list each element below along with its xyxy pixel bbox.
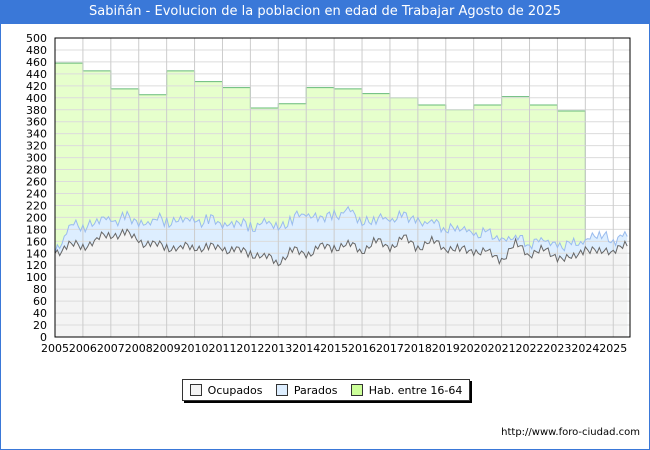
x-tick-label: 2007 <box>97 342 125 355</box>
y-tick-label: 0 <box>40 331 47 344</box>
y-tick-label: 500 <box>26 32 47 45</box>
ocupados-line <box>54 228 628 267</box>
parados-line <box>54 205 628 254</box>
y-tick-label: 100 <box>26 271 47 284</box>
y-tick-label: 440 <box>26 68 47 81</box>
legend-swatch-parados <box>275 384 288 396</box>
y-tick-label: 280 <box>26 164 47 177</box>
y-tick-label: 140 <box>26 247 47 260</box>
legend: Ocupados Parados Hab. entre 16-64 <box>182 379 470 401</box>
y-tick-label: 400 <box>26 92 47 105</box>
x-tick-label: 2006 <box>69 342 97 355</box>
x-tick-label: 2011 <box>208 342 236 355</box>
x-tick-label: 2020 <box>460 342 488 355</box>
y-tick-label: 300 <box>26 152 47 165</box>
x-tick-label: 2019 <box>432 342 460 355</box>
y-tick-label: 220 <box>26 199 47 212</box>
legend-swatch-hab <box>350 384 363 396</box>
legend-label: Hab. entre 16-64 <box>368 383 463 397</box>
y-tick-label: 120 <box>26 259 47 272</box>
x-tick-label: 2014 <box>292 342 320 355</box>
x-tick-label: 2013 <box>264 342 292 355</box>
y-tick-label: 60 <box>33 295 47 308</box>
y-tick-label: 460 <box>26 56 47 69</box>
y-tick-label: 360 <box>26 116 47 129</box>
x-tick-label: 2024 <box>571 342 599 355</box>
y-tick-label: 80 <box>33 283 47 296</box>
ocupados-area <box>55 229 628 337</box>
y-tick-label: 20 <box>33 319 47 332</box>
y-tick-label: 200 <box>26 211 47 224</box>
x-tick-label: 2023 <box>543 342 571 355</box>
legend-swatch-ocupados <box>189 384 202 396</box>
legend-label: Parados <box>293 383 338 397</box>
x-tick-label: 2015 <box>320 342 348 355</box>
x-tick-label: 2012 <box>236 342 264 355</box>
y-tick-label: 380 <box>26 104 47 117</box>
y-tick-label: 160 <box>26 235 47 248</box>
legend-ocupados: Ocupados <box>189 383 263 397</box>
legend-label: Ocupados <box>207 383 263 397</box>
x-tick-label: 2016 <box>348 342 376 355</box>
y-tick-label: 420 <box>26 80 47 93</box>
y-tick-label: 480 <box>26 44 47 57</box>
legend-parados: Parados <box>275 383 338 397</box>
y-tick-label: 40 <box>33 307 47 320</box>
x-tick-label: 2009 <box>153 342 181 355</box>
x-tick-label: 2022 <box>516 342 544 355</box>
chart: 0204060801001201401601802002202402602803… <box>26 32 631 355</box>
source-url[interactable]: http://www.foro-ciudad.com <box>501 427 640 438</box>
y-tick-label: 180 <box>26 223 47 236</box>
x-tick-label: 2025 <box>599 342 627 355</box>
y-tick-label: 240 <box>26 187 47 200</box>
y-tick-label: 260 <box>26 176 47 189</box>
legend-hab: Hab. entre 16-64 <box>350 383 463 397</box>
x-tick-label: 2005 <box>41 342 69 355</box>
chart-title: Sabiñán - Evolucion de la poblacion en e… <box>0 0 650 24</box>
y-tick-label: 320 <box>26 140 47 153</box>
x-tick-label: 2017 <box>376 342 404 355</box>
plot-border <box>54 37 631 338</box>
x-tick-label: 2010 <box>181 342 209 355</box>
x-tick-label: 2008 <box>125 342 153 355</box>
y-tick-label: 340 <box>26 128 47 141</box>
x-tick-label: 2021 <box>488 342 516 355</box>
x-tick-label: 2018 <box>404 342 432 355</box>
